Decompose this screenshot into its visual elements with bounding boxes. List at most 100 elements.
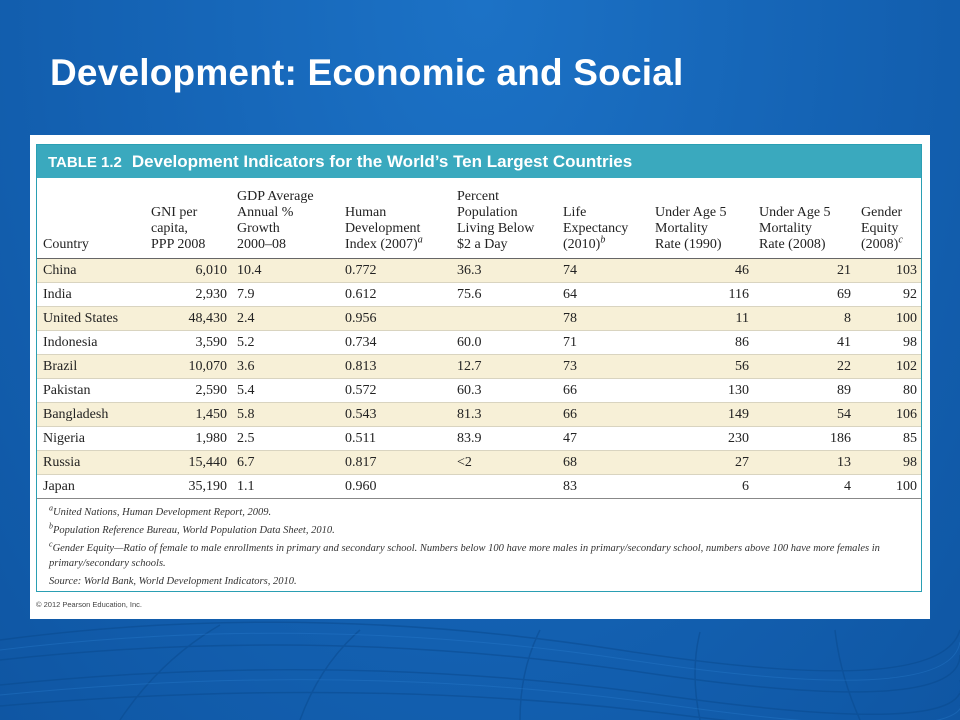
table-cell: 60.3: [451, 378, 557, 403]
column-header-line: Living Below: [457, 221, 535, 236]
footnote-marker: b: [600, 234, 606, 246]
column-header-line: Country: [43, 237, 89, 252]
column-header-line: capita,: [151, 221, 188, 236]
column-header-line: Mortality: [759, 221, 812, 236]
table-cell: 1,450: [145, 402, 231, 427]
country-cell: India: [37, 282, 145, 307]
table-cell: 0.612: [339, 282, 451, 307]
table-cell: 71: [557, 330, 649, 355]
column-header-line: Human: [345, 205, 387, 220]
table-cell: 54: [753, 402, 855, 427]
table-row: India 2,930 7.9 0.612 75.6 64 116 69 92: [37, 282, 921, 307]
column-header-line: 2000–08: [237, 237, 286, 252]
table-cell: 13: [753, 450, 855, 475]
table-cell: 130: [649, 378, 753, 403]
table-cell: 66: [557, 378, 649, 403]
footnote: bPopulation Reference Bureau, World Popu…: [49, 522, 913, 538]
table-row: United States 48,430 2.4 0.956 78 11 8 100: [37, 306, 921, 331]
column-header-line: (2010): [563, 237, 601, 252]
table-cell: 5.4: [231, 378, 339, 403]
table-body: China 6,010 10.4 0.772 36.3 74 46 21 103 India 2,9…: [37, 258, 921, 498]
table-cell: 100: [855, 306, 921, 331]
column-header-line: (2008): [861, 237, 899, 252]
footnote-mark: a: [49, 503, 53, 513]
table-row: Nigeria 1,980 2.5 0.511 83.9 47 230 186 85: [37, 426, 921, 451]
table-cell: 186: [753, 426, 855, 451]
column-header-line: $2 a Day: [457, 237, 508, 252]
column-header-line: Percent: [457, 189, 499, 204]
table-cell: 10.4: [231, 258, 339, 283]
table-cell: 78: [557, 306, 649, 331]
table-cell: 83: [557, 474, 649, 498]
table-container: TABLE 1.2 Development Indicators for the …: [36, 144, 922, 592]
table-cell: 5.2: [231, 330, 339, 355]
footnote-text: Population Reference Bureau, World Popul…: [53, 525, 335, 536]
table-cell: 56: [649, 354, 753, 379]
country-cell: Russia: [37, 450, 145, 475]
footnote: Source: World Bank, World Development In…: [49, 574, 913, 589]
table-cell: 74: [557, 258, 649, 283]
column-header-line: GDP Average: [237, 189, 314, 204]
column-header-line: Development: [345, 221, 421, 236]
footnotes: aUnited Nations, Human Development Repor…: [37, 498, 921, 589]
table-row: Pakistan 2,590 5.4 0.572 60.3 66 130 89 80: [37, 378, 921, 403]
footnote-marker: a: [417, 234, 423, 246]
table-cell: 98: [855, 450, 921, 475]
table-cell: 6,010: [145, 258, 231, 283]
table-cell: 100: [855, 474, 921, 498]
column-header-line: Mortality: [655, 221, 708, 236]
table-cell: 3.6: [231, 354, 339, 379]
column-header: Life Expectancy (2010)b: [557, 178, 649, 259]
table-cell: <2: [451, 450, 557, 475]
table-cell: 66: [557, 402, 649, 427]
footnote: cGender Equity—Ratio of female to male e…: [49, 540, 913, 571]
footnote-marker: c: [898, 234, 903, 246]
table-cell: 27: [649, 450, 753, 475]
table-cell: 69: [753, 282, 855, 307]
column-header-line: GNI per: [151, 205, 198, 220]
table-cell: 92: [855, 282, 921, 307]
table-cell: 11: [649, 306, 753, 331]
table-cell: 2.5: [231, 426, 339, 451]
table-cell: 2,930: [145, 282, 231, 307]
table-cell: 230: [649, 426, 753, 451]
column-header: Under Age 5 Mortality Rate (1990): [649, 178, 753, 259]
table-cell: 0.817: [339, 450, 451, 475]
table-cell: 0.772: [339, 258, 451, 283]
table-cell: 75.6: [451, 282, 557, 307]
column-header-line: Life: [563, 205, 587, 220]
copyright: © 2012 Pearson Education, Inc.: [36, 600, 143, 609]
country-cell: Brazil: [37, 354, 145, 379]
table-cell: 68: [557, 450, 649, 475]
table-cell: 86: [649, 330, 753, 355]
table-row: China 6,010 10.4 0.772 36.3 74 46 21 103: [37, 258, 921, 283]
country-cell: Japan: [37, 474, 145, 498]
column-header: Country: [37, 178, 145, 259]
table-cell: 102: [855, 354, 921, 379]
table-cell: 1,980: [145, 426, 231, 451]
table-cell: 4: [753, 474, 855, 498]
table-cell: 0.572: [339, 378, 451, 403]
table-cell: 10,070: [145, 354, 231, 379]
footnote: aUnited Nations, Human Development Repor…: [49, 503, 913, 520]
table-cell: [451, 474, 557, 498]
table-cell: 35,190: [145, 474, 231, 498]
table-cell: 41: [753, 330, 855, 355]
table-cell: 3,590: [145, 330, 231, 355]
header-row: Country GNI per capita, PPP 2008 GDP Average…: [37, 178, 921, 259]
country-cell: China: [37, 258, 145, 283]
table-cell: 22: [753, 354, 855, 379]
table-cell: 36.3: [451, 258, 557, 283]
table-cell: 85: [855, 426, 921, 451]
table-cell: 0.543: [339, 402, 451, 427]
table-cell: 103: [855, 258, 921, 283]
table-cell: 81.3: [451, 402, 557, 427]
country-cell: United States: [37, 306, 145, 331]
table-cell: 15,440: [145, 450, 231, 475]
table-cell: 0.813: [339, 354, 451, 379]
column-header: GDP Average Annual % Growth 2000–08: [231, 178, 339, 259]
table-cell: 2.4: [231, 306, 339, 331]
footnote-text: Gender Equity—Ratio of female to male en…: [49, 543, 880, 569]
table-cell: 21: [753, 258, 855, 283]
